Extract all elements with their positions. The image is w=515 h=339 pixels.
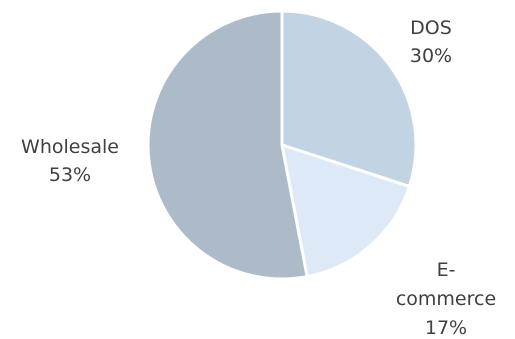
label-wholesale: Wholesale 53% [21,136,119,186]
label-dos: DOS 30% [410,17,452,67]
label-ecommerce: E- commerce 17% [396,259,496,339]
label-ecommerce-name-line1: E- [437,259,456,281]
label-wholesale-value: 53% [49,164,91,186]
label-wholesale-name: Wholesale [21,136,119,158]
pie-slice-dos [280,9,418,188]
label-dos-value: 30% [410,45,452,67]
label-ecommerce-value: 17% [425,317,467,339]
pie-slices [146,9,418,281]
label-dos-name: DOS [410,17,452,39]
pie-slice-wholesale [146,9,309,281]
pie-slice-ecommerce [280,143,411,279]
label-ecommerce-name-line2: commerce [396,288,496,310]
